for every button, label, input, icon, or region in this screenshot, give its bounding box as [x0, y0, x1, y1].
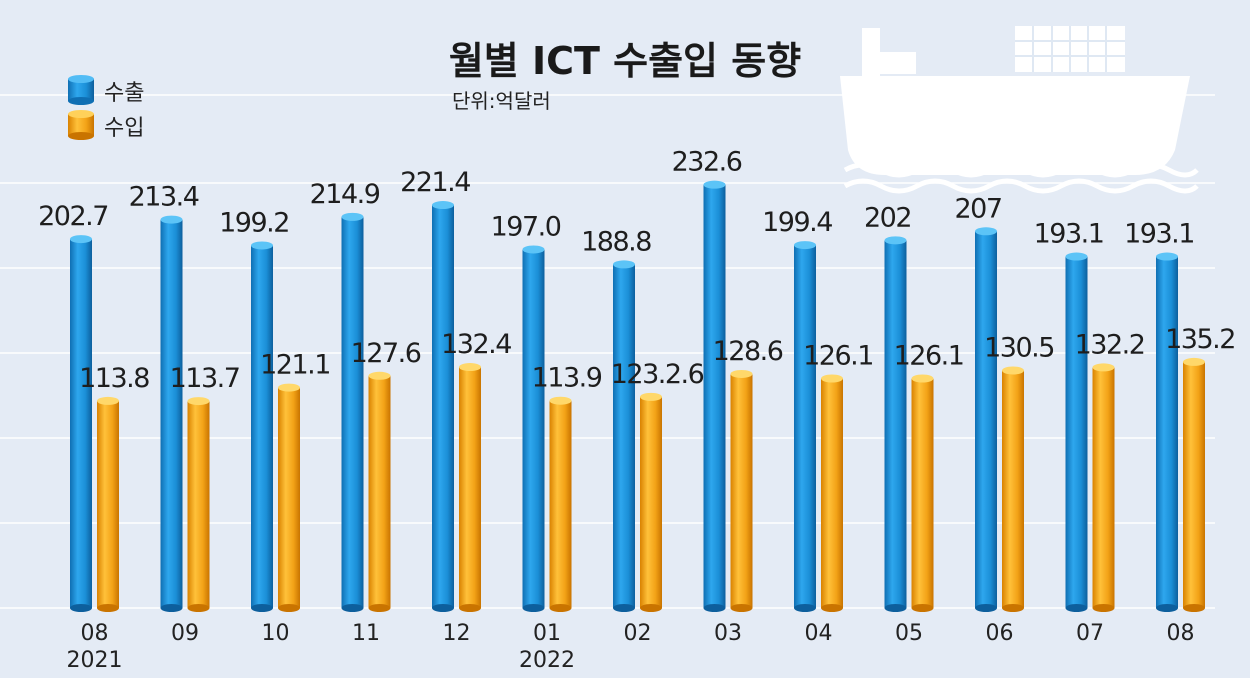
export-value-label: 213.4	[129, 182, 199, 213]
import-bar	[640, 392, 662, 612]
import-value-label: 126.1	[894, 340, 964, 371]
import-bar	[1183, 357, 1205, 612]
export-bar	[522, 245, 545, 612]
export-bar	[160, 215, 183, 612]
export-value-label: 202.7	[38, 201, 108, 232]
import-bar	[730, 369, 753, 612]
import-bar	[549, 396, 572, 612]
export-bar	[884, 236, 907, 612]
import-value-label: 128.6	[713, 336, 783, 367]
export-bar	[70, 235, 92, 612]
export-bar	[703, 180, 726, 612]
import-value-label: 130.5	[984, 332, 1054, 363]
import-value-label: 132.4	[441, 329, 511, 360]
legend-export-swatch	[68, 75, 94, 105]
bars-layer	[70, 180, 1205, 612]
export-value-label: 199.2	[219, 207, 289, 238]
import-value-label: 126.1	[803, 340, 873, 371]
x-tick-label: 03	[714, 621, 742, 646]
x-tick-label: 08	[81, 621, 109, 646]
export-value-label: 199.4	[762, 207, 832, 238]
legend-import-label: 수입	[104, 116, 144, 141]
export-value-label: 202	[864, 202, 911, 233]
import-value-label: 127.6	[351, 338, 421, 369]
export-bar	[1065, 252, 1088, 612]
ship-illustration	[840, 26, 1199, 194]
export-value-label: 193.1	[1124, 219, 1194, 250]
x-tick-label: 11	[352, 621, 380, 646]
import-value-label: 113.9	[532, 363, 602, 394]
import-bar	[278, 383, 300, 612]
value-labels-layer: 202.7 113.8 213.4 113.7 199.2 121.1 214.9 127.6…	[38, 147, 1236, 394]
import-value-label: 123.2.6	[611, 359, 704, 390]
ship-container-grid	[1015, 26, 1125, 72]
import-bar	[97, 396, 119, 612]
import-bar	[1092, 363, 1115, 612]
import-value-label: 121.1	[260, 350, 330, 381]
x-tick-label: 05	[895, 621, 923, 646]
x-tick-label: 12	[443, 621, 471, 646]
import-value-label: 135.2	[1165, 324, 1235, 355]
x-tick-label: 02	[624, 621, 652, 646]
chart-unit-subtitle: 단위:억달러	[452, 89, 551, 113]
x-tick-label: 08	[1167, 621, 1195, 646]
import-bar	[187, 397, 210, 612]
import-bar	[911, 374, 934, 612]
import-value-label: 113.8	[79, 363, 149, 394]
export-bar	[794, 241, 816, 612]
export-value-label: 197.0	[491, 211, 561, 242]
export-value-label: 207	[954, 193, 1001, 224]
x-tick-label: 06	[986, 621, 1014, 646]
x-tick-label: 04	[805, 621, 833, 646]
import-bar	[821, 374, 843, 612]
import-bar	[368, 371, 391, 612]
export-bar	[251, 241, 273, 612]
export-value-label: 221.4	[400, 167, 470, 198]
export-bar	[1156, 252, 1178, 612]
x-year-label: 2021	[67, 648, 123, 673]
export-value-label: 193.1	[1034, 219, 1104, 250]
chart-title: 월별 ICT 수출입 동향	[449, 39, 801, 83]
export-bar	[975, 227, 997, 612]
import-bar	[459, 363, 481, 612]
export-value-label: 232.6	[672, 147, 742, 178]
import-value-label: 132.2	[1075, 329, 1145, 360]
export-bar	[432, 201, 454, 612]
export-bar	[341, 212, 364, 612]
legend-import-swatch	[68, 110, 94, 140]
export-bar	[613, 260, 635, 612]
export-value-label: 214.9	[310, 179, 380, 210]
legend-export-label: 수출	[104, 81, 144, 106]
import-bar	[1002, 366, 1024, 612]
x-tick-label: 07	[1076, 621, 1104, 646]
x-tick-label: 01	[533, 621, 561, 646]
x-tick-label: 09	[171, 621, 199, 646]
legend: 수출 수입	[68, 75, 144, 141]
x-year-label: 2022	[519, 648, 575, 673]
x-tick-label: 10	[262, 621, 290, 646]
export-value-label: 188.8	[581, 226, 651, 257]
import-value-label: 113.7	[170, 363, 240, 394]
